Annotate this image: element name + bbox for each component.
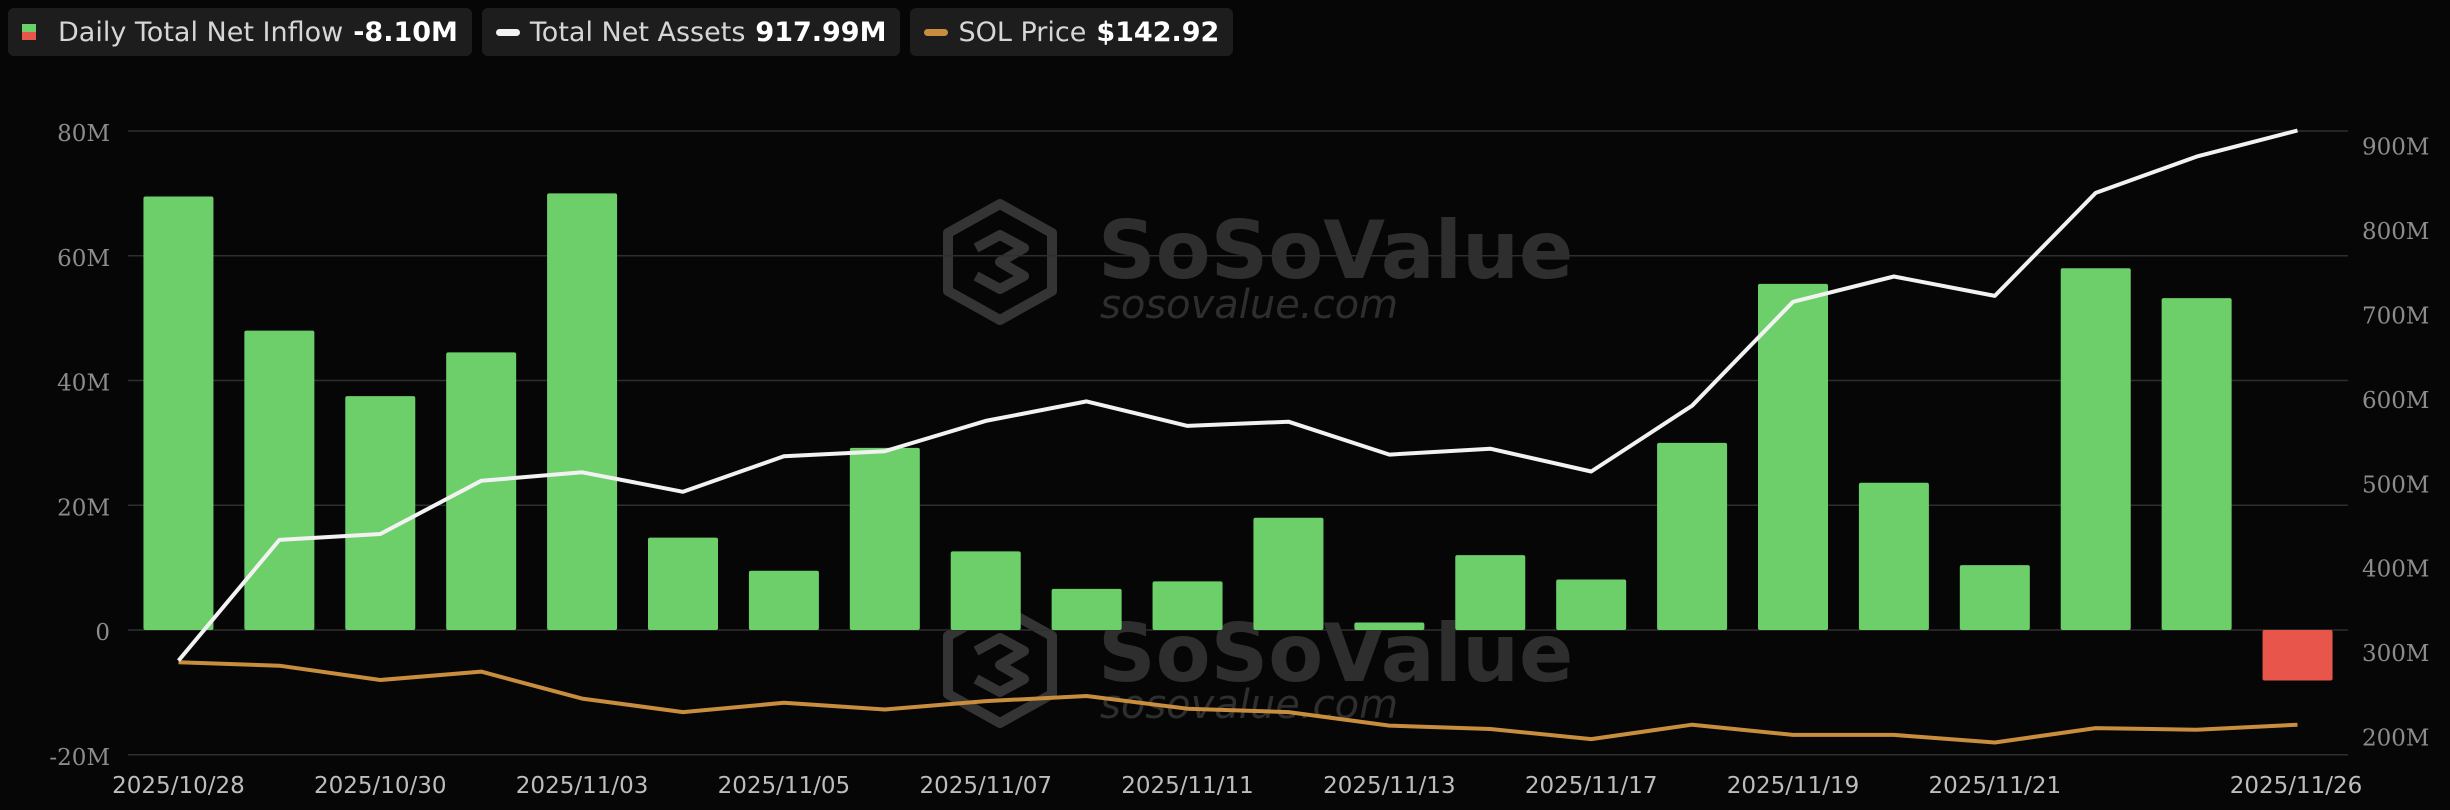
inflow-bar	[1758, 283, 1828, 630]
inflow-bar	[345, 396, 416, 630]
legend-assets-value: 917.99M	[755, 16, 887, 48]
bar-swatch-icon	[22, 24, 36, 40]
x-tick-label: 2025/11/19	[1727, 773, 1860, 799]
x-tick-label: 2025/11/21	[1929, 773, 2062, 799]
legend-sol-value: $142.92	[1096, 16, 1220, 48]
lines	[176, 128, 2299, 745]
x-tick-label: 2025/11/05	[718, 773, 851, 799]
inflow-bar	[2161, 298, 2232, 630]
x-tick-label: 2025/10/30	[314, 773, 447, 799]
legend-sol-label: SOL Price	[958, 16, 1087, 48]
legend-inflow-label: Daily Total Net Inflow	[58, 16, 344, 48]
x-axis: 2025/10/28 2025/10/30 2025/11/03 2025/11/05…	[112, 773, 2362, 799]
right-axis: 900M 800M 700M 600M 500M 400M 300M 200M	[2362, 135, 2429, 752]
right-tick-label: 900M	[2362, 135, 2429, 161]
inflow-bars	[143, 193, 2333, 681]
x-tick-label: 2025/11/07	[919, 773, 1052, 799]
inflow-bar	[849, 447, 920, 630]
swatch-positive	[22, 24, 36, 32]
sol-price-line	[178, 660, 2298, 745]
inflow-bar	[1455, 555, 1526, 630]
x-tick-label: 2025/11/11	[1121, 773, 1254, 799]
left-tick-label: 0	[95, 620, 110, 646]
legend-inflow-value: -8.10M	[353, 16, 458, 48]
inflow-bar	[143, 196, 214, 630]
right-tick-label: 700M	[2362, 303, 2429, 329]
right-tick-label: 300M	[2362, 641, 2429, 667]
left-tick-label: -20M	[49, 745, 110, 771]
left-tick-label: 60M	[57, 246, 110, 272]
watermark-top: SoSoValue sosovalue.com	[943, 199, 1573, 328]
legend-sol[interactable]: SOL Price $142.92	[910, 8, 1234, 56]
sosovalue-logo-icon	[943, 602, 1057, 728]
x-tick-label: 2025/10/28	[112, 773, 245, 799]
left-axis: 80M 60M 40M 20M 0 -20M	[49, 121, 110, 771]
sosovalue-logo-icon	[943, 199, 1057, 325]
inflow-bar	[446, 352, 517, 630]
inflow-bar	[244, 330, 315, 630]
inflow-bar	[1858, 482, 1929, 630]
x-tick-label: 2025/11/17	[1525, 773, 1658, 799]
left-tick-label: 20M	[57, 495, 110, 521]
x-tick-label: 2025/11/26	[2230, 773, 2363, 799]
left-tick-label: 80M	[57, 121, 110, 147]
inflow-bar	[1354, 622, 1425, 630]
legend-inflow[interactable]: Daily Total Net Inflow -8.10M	[8, 8, 472, 56]
legend: Daily Total Net Inflow -8.10M Total Net …	[8, 8, 1234, 56]
total-net-assets-line	[176, 128, 2299, 662]
x-tick-label: 2025/11/13	[1323, 773, 1456, 799]
inflow-bar	[1556, 579, 1627, 630]
inflow-bar	[2262, 630, 2333, 681]
watermark-domain: sosovalue.com	[1100, 282, 1398, 328]
inflow-bar	[748, 570, 819, 630]
inflow-bar	[950, 551, 1021, 630]
inflow-bar	[1152, 581, 1223, 630]
inflow-bar	[2060, 268, 2131, 630]
inflow-bar	[1253, 517, 1324, 630]
legend-assets[interactable]: Total Net Assets 917.99M	[481, 8, 901, 56]
inflow-bar	[648, 537, 718, 630]
inflow-bar	[1959, 565, 2030, 630]
inflow-bar	[1657, 442, 1728, 630]
right-tick-label: 400M	[2362, 557, 2429, 583]
right-tick-label: 800M	[2362, 219, 2429, 245]
inflow-bar	[1051, 588, 1122, 630]
inflow-bar	[547, 193, 618, 630]
legend-assets-label: Total Net Assets	[529, 16, 746, 48]
right-tick-label: 200M	[2362, 726, 2429, 752]
sol-line-swatch-icon	[924, 28, 949, 36]
left-tick-label: 40M	[57, 371, 110, 397]
right-tick-label: 600M	[2362, 388, 2429, 414]
x-tick-label: 2025/11/03	[516, 773, 649, 799]
assets-line-swatch-icon	[495, 28, 520, 36]
watermark-name: SoSoValue	[1098, 204, 1573, 297]
right-tick-label: 500M	[2362, 472, 2429, 498]
swatch-negative	[22, 32, 36, 40]
